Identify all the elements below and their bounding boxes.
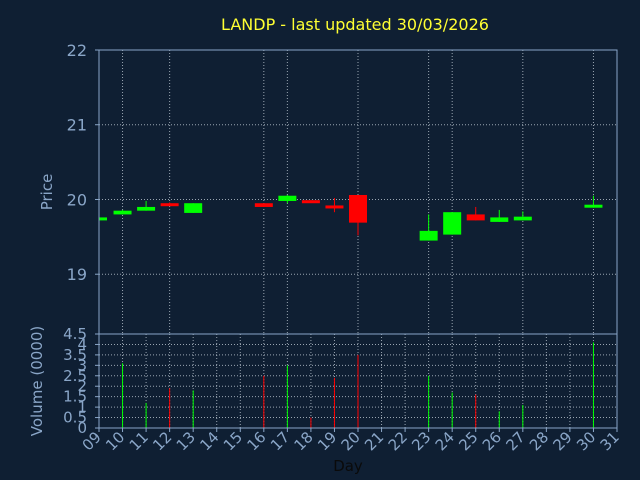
x-tick-label: 27 [502,428,528,454]
candle [584,195,603,208]
candle-body [419,230,438,241]
volume-tick-label: 1 [77,398,87,416]
x-tick-label: 17 [267,428,293,454]
candle [325,197,344,213]
x-tick-label: 16 [243,428,269,454]
price-tick-label: 19 [67,265,87,284]
candle-body [137,206,156,211]
volume-tick-label: 2.5 [63,367,87,385]
candle [278,194,297,204]
candle-body [160,203,179,207]
candle [184,203,203,213]
x-tick-label: 25 [455,428,481,454]
volume-tick-label: 3 [77,356,87,374]
x-tick-label: 14 [196,428,222,454]
x-tick-label: 11 [126,428,152,454]
volume-tick-label: 0.5 [63,409,87,427]
x-tick-label: 18 [291,428,317,454]
x-tick-label: 21 [361,428,387,454]
candle [419,214,438,241]
x-tick-label: 15 [220,428,246,454]
x-axis-ticks: 0910111213141516171819202122232425262728… [79,428,623,454]
volume-y-ticks: 00.511.522.533.544.5 [63,325,99,437]
x-tick-label: 20 [338,428,364,454]
price-axis-label: Price [38,174,56,211]
x-tick-label: 13 [173,428,199,454]
candle-body [113,210,132,215]
price-grid [99,49,617,334]
candle-body [490,217,509,222]
candle-body [443,212,462,235]
candle-body [254,203,273,207]
x-axis-label: Day [333,457,363,475]
price-tick-label: 22 [67,41,87,60]
candle [113,209,132,215]
volume-tick-label: 1.5 [63,388,87,406]
candle [490,209,509,222]
candle-body [99,217,107,221]
volume-axis-label: Volume (0000) [28,326,46,436]
candle [254,203,273,207]
volume-tick-label: 2 [77,377,87,395]
volume-tick-label: 3.5 [63,346,87,364]
candle-body [349,194,367,223]
candle-body [513,216,532,221]
x-tick-label: 31 [597,428,623,454]
candle [137,200,156,211]
volume-tick-label: 4 [77,335,87,353]
candle [98,217,107,221]
candle [513,211,532,221]
candle-body [278,195,297,201]
chart-title: LANDP - last updated 30/03/2026 [221,15,489,34]
x-tick-label: 30 [573,428,599,454]
candle-body [325,205,344,209]
candle [349,194,367,236]
candle [301,200,320,204]
candle-body [184,203,203,213]
volume-tick-label: 4.5 [63,325,87,343]
x-tick-label: 22 [385,428,411,454]
price-y-ticks: 19 20 21 22 [67,41,99,284]
x-tick-label: 10 [102,428,128,454]
price-tick-label: 20 [67,190,87,209]
x-tick-label: 24 [432,428,458,454]
x-tick-label: 12 [149,428,175,454]
x-tick-label: 26 [479,428,505,454]
price-tick-label: 21 [67,116,87,135]
x-tick-label: 23 [408,428,434,454]
candles [98,194,603,241]
candle-body [584,204,603,208]
x-tick-label: 28 [526,428,552,454]
volume-tick-label: 0 [77,419,87,437]
x-tick-label: 29 [550,428,576,454]
candle [466,206,485,221]
candle [160,202,179,207]
candle-body [466,214,485,221]
volume-bars [122,342,594,428]
candle-body [301,200,320,204]
x-tick-label: 19 [314,428,340,454]
candle [443,212,462,235]
